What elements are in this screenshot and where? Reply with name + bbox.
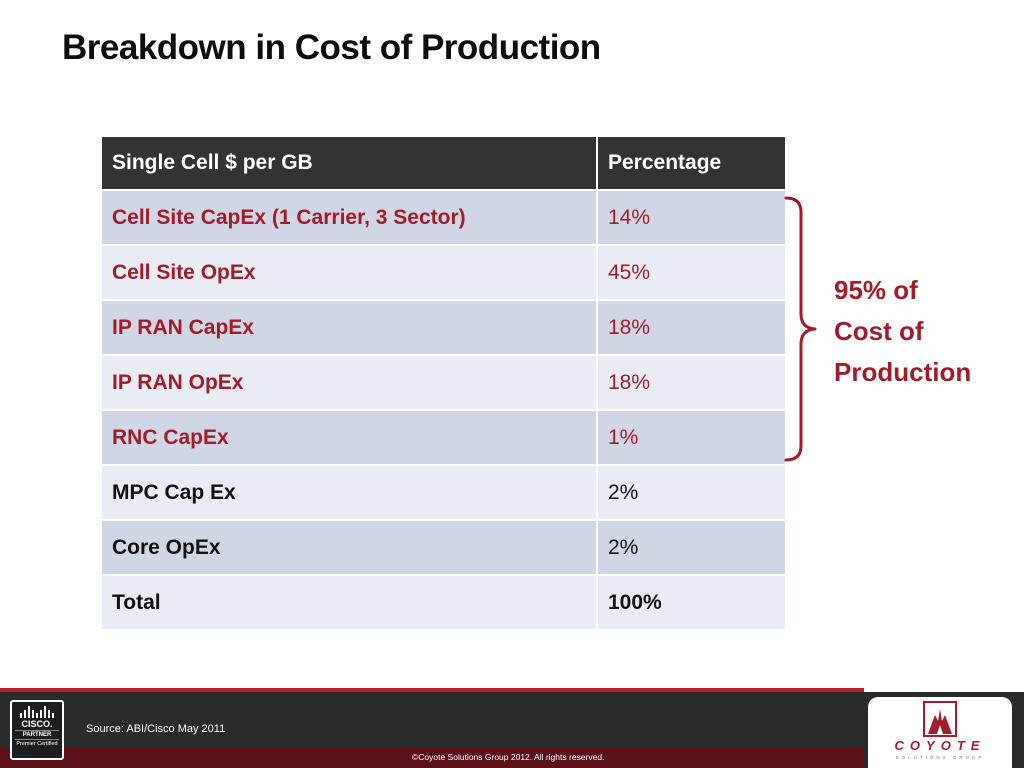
coyote-emblem-icon bbox=[923, 701, 957, 737]
cisco-partner-label: PARTNER bbox=[15, 730, 59, 740]
row-percentage: 2% bbox=[597, 520, 785, 576]
coyote-logo: COYOTE SOLUTIONS GROUP bbox=[868, 697, 1012, 768]
row-label: MPC Cap Ex bbox=[102, 465, 598, 521]
table-row: MPC Cap Ex 2% bbox=[102, 465, 785, 521]
copyright-notice: ©Coyote Solutions Group 2012. All rights… bbox=[412, 752, 605, 762]
table-row: Cell Site OpEx 45% bbox=[102, 245, 785, 301]
row-label: Cell Site OpEx bbox=[102, 245, 598, 301]
row-percentage: 18% bbox=[597, 355, 785, 411]
table-row: IP RAN OpEx 18% bbox=[102, 355, 785, 411]
row-percentage: 18% bbox=[597, 300, 785, 356]
row-percentage: 1% bbox=[597, 410, 785, 466]
table-row: RNC CapEx 1% bbox=[102, 410, 785, 466]
column-header-item: Single Cell $ per GB bbox=[102, 137, 598, 191]
row-label: Core OpEx bbox=[102, 520, 598, 576]
cost-table: Single Cell $ per GB Percentage Cell Sit… bbox=[102, 137, 785, 631]
coyote-wordmark: COYOTE bbox=[894, 738, 986, 753]
table-row: Core OpEx 2% bbox=[102, 520, 785, 576]
column-header-percentage: Percentage bbox=[597, 137, 785, 191]
table-row: IP RAN CapEx 18% bbox=[102, 300, 785, 356]
cisco-brand: CISCO. bbox=[21, 719, 53, 729]
callout-text: 95% of Cost of Production bbox=[834, 270, 971, 393]
footer-stripe bbox=[0, 748, 864, 768]
callout-line: 95% of bbox=[834, 275, 918, 305]
row-percentage: 45% bbox=[597, 245, 785, 301]
coyote-tagline: SOLUTIONS GROUP bbox=[895, 755, 985, 760]
table-header-row: Single Cell $ per GB Percentage bbox=[102, 137, 785, 191]
total-percentage: 100% bbox=[597, 574, 785, 631]
table-row: Cell Site CapEx (1 Carrier, 3 Sector) 14… bbox=[102, 190, 785, 246]
callout-line: Production bbox=[834, 357, 972, 387]
source-note: Source: ABI/Cisco May 2011 bbox=[86, 723, 226, 735]
cisco-bars-icon bbox=[12, 706, 62, 718]
row-label: RNC CapEx bbox=[102, 410, 598, 466]
cisco-certification: Premier Certified bbox=[16, 741, 58, 747]
callout-line: Cost of bbox=[834, 316, 924, 346]
row-label: Cell Site CapEx (1 Carrier, 3 Sector) bbox=[102, 190, 598, 246]
row-percentage: 14% bbox=[597, 190, 785, 246]
slide-title: Breakdown in Cost of Production bbox=[62, 28, 601, 67]
row-label: IP RAN CapEx bbox=[102, 300, 598, 356]
table-total-row: Total 100% bbox=[102, 574, 785, 631]
cisco-partner-logo: CISCO. PARTNER Premier Certified bbox=[10, 700, 64, 760]
row-percentage: 2% bbox=[597, 465, 785, 521]
row-label: IP RAN OpEx bbox=[102, 355, 598, 411]
footer-accent-line bbox=[0, 688, 864, 692]
curly-brace-icon bbox=[784, 196, 817, 462]
total-label: Total bbox=[102, 574, 598, 631]
